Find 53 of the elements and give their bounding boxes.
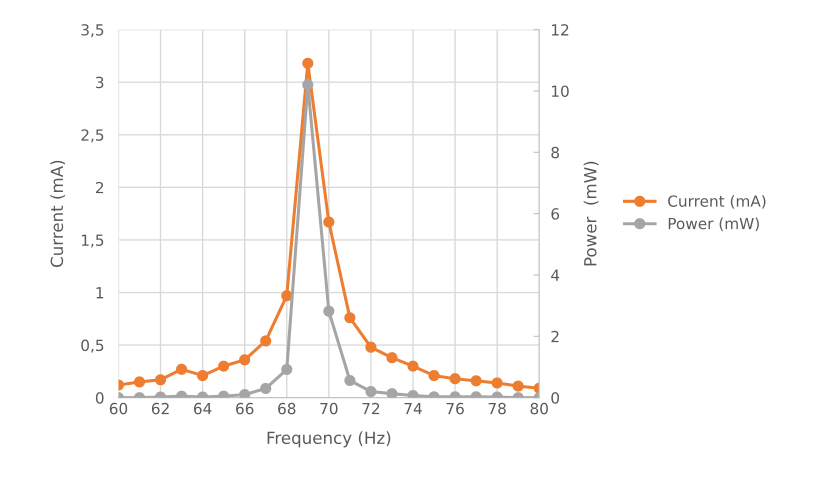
point	[386, 388, 398, 398]
x-tick-label: 76	[446, 402, 464, 414]
y-tick-label: 1,5	[82, 234, 104, 248]
point	[134, 376, 146, 388]
point	[428, 370, 440, 382]
point	[365, 342, 376, 353]
point	[154, 374, 166, 386]
y2-tick-label: 8	[551, 146, 560, 158]
point	[344, 312, 356, 324]
point	[239, 354, 250, 366]
x-tick-label: 60	[110, 402, 128, 414]
x-tick-label: 78	[488, 402, 506, 414]
y2-tick-label: 4	[551, 270, 560, 281]
y-tick-label: 3,5	[81, 24, 104, 38]
point	[470, 375, 482, 386]
point	[323, 216, 334, 228]
point	[218, 360, 230, 372]
y2-tick-label: 2	[551, 330, 559, 342]
point	[260, 335, 272, 346]
x-tick-label: 62	[152, 402, 169, 414]
point	[512, 380, 524, 392]
point	[407, 360, 419, 372]
x-tick-label: 68	[278, 402, 296, 414]
point	[197, 370, 208, 382]
legend-label: Current (mA)	[668, 195, 766, 209]
legend-label: Power (mW)	[668, 217, 759, 232]
point	[492, 377, 503, 389]
point	[386, 352, 398, 364]
point	[302, 79, 314, 90]
x-axis-title: Frequency (Hz)	[268, 431, 390, 448]
y-tick-label: 2,5	[81, 129, 104, 142]
y-tick-label: 2	[96, 182, 104, 194]
point	[239, 389, 250, 398]
point	[176, 364, 188, 375]
y-tick-label: 1	[96, 287, 104, 298]
y-tick-label: 0,5	[81, 340, 104, 353]
y2-tick-label: 12	[552, 24, 568, 36]
point	[450, 373, 461, 384]
x-tick-label: 64	[194, 402, 212, 414]
point	[281, 290, 292, 302]
y2-tick-label: 0	[551, 392, 560, 404]
x-tick-label: 72	[362, 402, 380, 414]
y-axis-title: Current (mA)	[50, 160, 66, 267]
x-tick-label: 80	[530, 402, 548, 414]
y2-tick-label: 6	[551, 208, 560, 220]
point	[302, 58, 314, 69]
y2-axis-title: Power (mW)	[584, 162, 599, 266]
y2-tick-label: 10	[552, 85, 569, 97]
y-tick-label: 3	[96, 76, 104, 88]
y-tick-label: 0	[96, 392, 104, 404]
x-tick-label: 74	[404, 403, 422, 414]
x-tick-label: 66	[236, 402, 254, 414]
x-tick-label: 70	[320, 402, 338, 414]
